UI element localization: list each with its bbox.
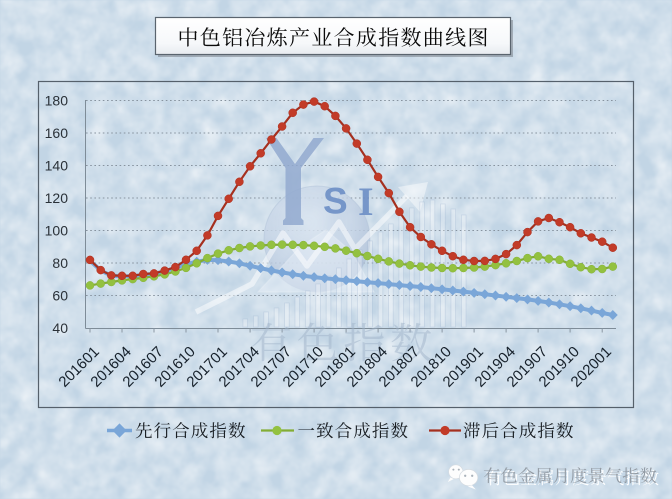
svg-text:140: 140 <box>45 158 69 174</box>
svg-text:120: 120 <box>45 190 69 206</box>
svg-text:80: 80 <box>52 255 68 271</box>
svg-text:S: S <box>323 181 348 222</box>
svg-text:180: 180 <box>45 93 69 109</box>
svg-text:100: 100 <box>45 223 69 239</box>
svg-text:I: I <box>358 179 374 224</box>
svg-text:160: 160 <box>45 125 69 141</box>
svg-text:40: 40 <box>52 320 68 336</box>
svg-text:60: 60 <box>52 288 68 304</box>
